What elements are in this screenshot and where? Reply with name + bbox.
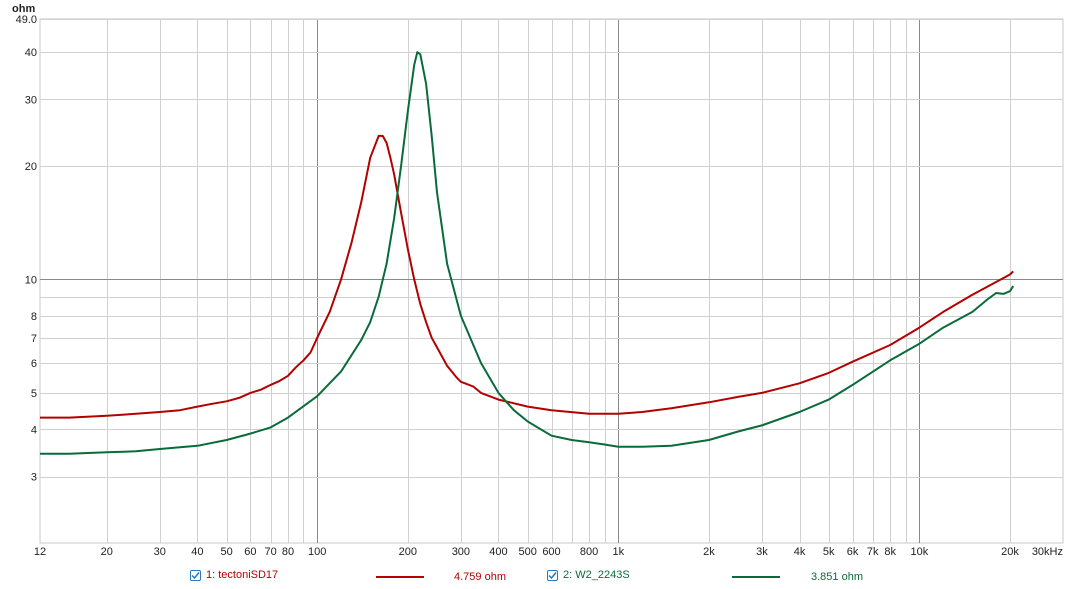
x-tick-label: 50 (220, 546, 232, 558)
series-line-1 (40, 134, 1014, 419)
x-tick-label: 500 (518, 546, 536, 558)
legend-line-1 (376, 576, 424, 578)
y-tick-label: 40 (25, 47, 37, 59)
x-tick-labels: 12 20 30 40 50 60 70 80 100 200 300 400 500 600 800 1k 2… (34, 546, 1063, 558)
y-tick-label: 20 (25, 161, 37, 173)
legend-label-2: 2: W2_2243S (563, 569, 630, 581)
check-icon (191, 571, 200, 579)
x-tick-label: 30kHz (1032, 546, 1063, 558)
x-tick-label: 800 (580, 546, 598, 558)
legend-value-1: 4.759 ohm (454, 571, 506, 583)
y-tick-label: 10 (25, 274, 37, 286)
x-tick-label: 10k (910, 546, 928, 558)
y-tick-label: 3 (31, 472, 37, 484)
x-tick-label: 4k (794, 546, 806, 558)
x-tick-label: 80 (282, 546, 294, 558)
x-tick-label: 3k (756, 546, 768, 558)
legend: 1: tectoniSD17 4.759 ohm 2: W2_2243S 3.8… (0, 569, 1084, 587)
x-tick-label: 100 (308, 546, 326, 558)
x-tick-label: 12 (34, 546, 46, 558)
chart-grid (39, 18, 1064, 544)
y-tick-label: 7 (31, 333, 37, 345)
y-tick-label: 5 (31, 388, 37, 400)
x-tick-label: 70 (264, 546, 276, 558)
x-tick-label: 20k (1001, 546, 1019, 558)
x-tick-label: 300 (452, 546, 470, 558)
x-tick-label: 6k (847, 546, 859, 558)
chart-series (40, 51, 1015, 455)
y-tick-label: 49.0 (16, 14, 37, 26)
series-line-2 (40, 51, 1015, 455)
legend-checkbox-1[interactable] (190, 569, 201, 581)
check-icon (548, 571, 557, 579)
x-tick-label: 5k (823, 546, 835, 558)
legend-item-2[interactable]: 2: W2_2243S (547, 569, 630, 581)
y-tick-label: 30 (25, 94, 37, 106)
x-tick-label: 20 (101, 546, 113, 558)
legend-label-1: 1: tectoniSD17 (206, 569, 279, 581)
y-tick-label: 4 (31, 424, 37, 436)
y-tick-label: 8 (31, 311, 37, 323)
legend-value-2: 3.851 ohm (811, 571, 863, 583)
y-tick-labels: 3 4 5 6 7 8 10 20 30 40 49.0 (16, 14, 37, 484)
x-tick-label: 1k (612, 546, 624, 558)
legend-line-2 (732, 576, 780, 578)
legend-checkbox-2[interactable] (547, 569, 558, 581)
x-tick-label: 30 (154, 546, 166, 558)
x-tick-label: 40 (191, 546, 203, 558)
x-tick-label: 600 (542, 546, 560, 558)
y-tick-label: 6 (31, 358, 37, 370)
x-tick-label: 200 (399, 546, 417, 558)
x-tick-label: 8k (884, 546, 896, 558)
x-tick-label: 60 (244, 546, 256, 558)
x-tick-label: 2k (703, 546, 715, 558)
y-unit-label: ohm (12, 3, 35, 15)
plot-frame (39, 18, 1064, 544)
x-tick-label: 400 (489, 546, 507, 558)
legend-item-1[interactable]: 1: tectoniSD17 (190, 569, 278, 581)
x-tick-label: 7k (867, 546, 879, 558)
